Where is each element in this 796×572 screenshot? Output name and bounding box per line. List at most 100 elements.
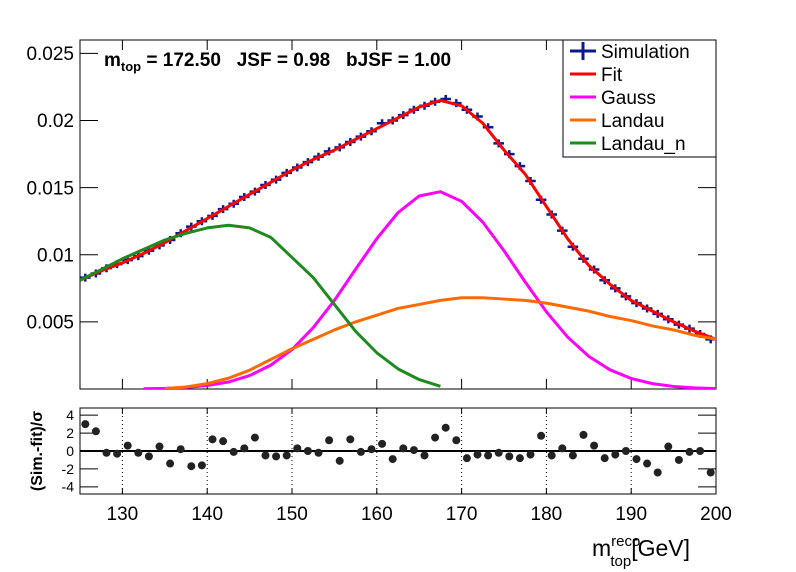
x-label-unit: [GeV] (631, 535, 690, 561)
residual-point (229, 447, 238, 456)
y-tick-label: -2 (62, 461, 75, 477)
residual-point (123, 441, 132, 450)
legend-label: Landau (601, 111, 664, 132)
x-tick-label: 190 (615, 504, 647, 525)
plot-area (80, 95, 716, 389)
annotation-symbol: m (104, 50, 121, 71)
residual-point (388, 455, 397, 464)
x-axis-label: mreco top[GeV] (592, 533, 690, 570)
curve (164, 296, 716, 389)
x-tick-label: 150 (276, 504, 308, 525)
residual-point (219, 437, 228, 446)
y-axis-label: (Sim.-fit)/σ (29, 411, 46, 491)
x-tick-label: 140 (191, 504, 223, 525)
residual-point (409, 446, 418, 455)
residual-point (293, 444, 302, 453)
x-label-sup: reco (611, 533, 640, 550)
residual-point (611, 450, 620, 459)
residual-point (314, 448, 323, 457)
residual-point (674, 455, 683, 464)
legend-label: Landau_n (601, 134, 686, 155)
residual-point (664, 442, 673, 451)
residual-point (526, 450, 535, 459)
residual-point (346, 435, 355, 444)
y-tick-label: 0.015 (26, 178, 74, 199)
curve (80, 98, 716, 341)
residual-point (261, 451, 270, 460)
residual-point (335, 456, 344, 465)
residual-point (356, 447, 365, 456)
curve (143, 190, 716, 389)
x-tick-label: 130 (107, 504, 139, 525)
residual-point (113, 449, 122, 458)
curve (80, 223, 441, 388)
residual-point (431, 433, 440, 442)
residual-point (208, 435, 217, 444)
residual-point (547, 451, 556, 460)
x-tick-label: 170 (446, 504, 478, 525)
residual-point (685, 447, 694, 456)
annotation: mtop = 172.50 JSF = 0.98 bJSF = 1.00 (104, 50, 451, 74)
y-tick-label: 4 (66, 407, 74, 423)
residual-point (102, 448, 111, 457)
main-panel: 0.005 0.01 0.015 0.02 0.025 SimulationFitGaus… (26, 39, 717, 390)
residual-point (420, 451, 429, 460)
residual-point (176, 445, 185, 454)
residual-panel: 130 140 150 160 170 180 190 200 4 2 0 -2 -4 (62, 407, 732, 525)
residual-point (303, 447, 312, 455)
residual-point (240, 444, 249, 453)
y-tick-label: -4 (62, 479, 75, 495)
residual-point (81, 420, 90, 429)
y-tick-label: 2 (66, 425, 74, 441)
residual-point (505, 452, 514, 461)
residual-point (144, 452, 153, 461)
residual-point (91, 427, 100, 436)
plot-area (81, 420, 715, 477)
residual-point (462, 454, 471, 463)
x-label-symbol: m (592, 535, 611, 561)
residual-point (272, 452, 281, 461)
x-tick-label: 180 (531, 504, 563, 525)
y-tick-label: 0.025 (26, 44, 74, 65)
residual-point (367, 445, 376, 454)
residual-point (155, 442, 164, 451)
annotation-sub: top (121, 59, 141, 74)
residual-point (378, 439, 387, 448)
residual-point (441, 423, 450, 432)
residual-point (484, 451, 493, 460)
residual-point (325, 436, 334, 445)
legend-swatch (570, 42, 596, 60)
y-tick-label: 0.01 (37, 245, 74, 266)
residual-point (399, 444, 408, 453)
residual-point (473, 450, 482, 459)
y-tick-label: 0.02 (37, 111, 74, 132)
residual-point (197, 461, 206, 470)
annotation-text: = 172.50 JSF = 0.98 bJSF = 1.00 (141, 50, 451, 71)
x-label-sub: top (610, 553, 631, 570)
residual-point (452, 436, 461, 445)
residual-point (537, 431, 546, 440)
residual-point (166, 459, 175, 468)
residual-point (632, 455, 641, 464)
residual-point (187, 462, 196, 471)
residual-point (621, 447, 630, 455)
residual-point (600, 454, 609, 463)
residual-point (515, 454, 524, 463)
residual-point (568, 451, 577, 460)
legend-label: Simulation (601, 42, 690, 63)
frame (79, 39, 717, 390)
residual-point (494, 448, 503, 457)
residual-point (558, 444, 567, 453)
y-tick-label: 0.005 (26, 313, 74, 334)
residual-point (282, 451, 291, 460)
x-tick-label: 200 (700, 504, 732, 525)
residual-point (579, 430, 588, 439)
legend-label: Gauss (601, 88, 656, 109)
x-tick-label: 160 (361, 504, 393, 525)
residual-point (590, 441, 599, 450)
frame (79, 407, 717, 495)
residual-point (643, 459, 652, 468)
y-tick-label: 0 (66, 443, 74, 459)
